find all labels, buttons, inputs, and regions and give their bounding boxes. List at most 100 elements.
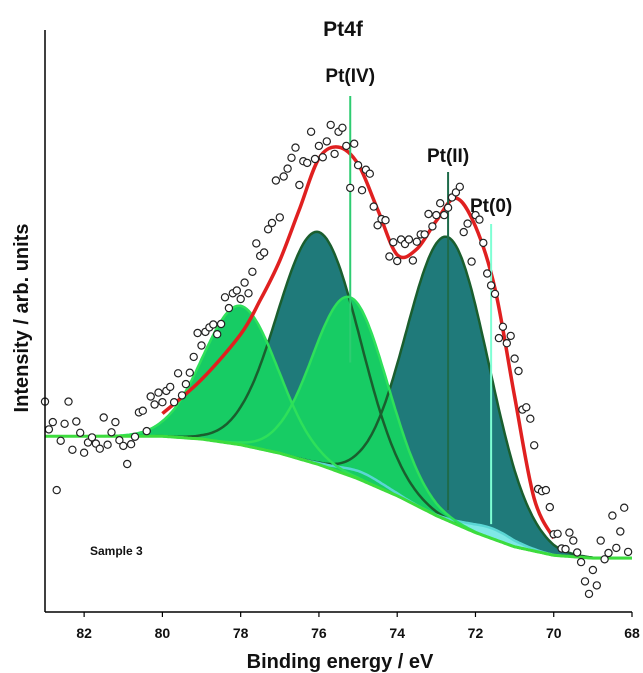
data-point (173, 369, 183, 378)
data-point (346, 183, 355, 193)
data-point (232, 286, 241, 295)
data-point (440, 210, 449, 220)
data-point (314, 141, 324, 151)
data-point (326, 120, 335, 130)
data-point (303, 158, 312, 168)
data-point (310, 154, 320, 164)
data-point (107, 428, 116, 437)
data-point (68, 445, 77, 454)
data-point (357, 185, 367, 195)
data-point (353, 160, 363, 170)
data-point (111, 417, 120, 427)
data-point (177, 391, 187, 400)
data-point (146, 392, 155, 401)
data-point (150, 400, 159, 409)
data-point (165, 382, 175, 392)
data-point (467, 257, 476, 266)
data-point (569, 536, 578, 545)
data-point (44, 425, 54, 434)
data-point (608, 511, 617, 520)
data-point (248, 267, 257, 276)
data-point (408, 256, 418, 265)
x-tick-label-3: 76 (311, 625, 327, 641)
data-point (483, 269, 492, 278)
data-point (424, 209, 433, 219)
data-point (87, 433, 97, 442)
data-point (412, 237, 421, 246)
data-point (510, 354, 519, 363)
data-point (506, 331, 515, 341)
data-point (271, 176, 281, 185)
x-tick-label-7: 68 (624, 625, 640, 641)
data-point (561, 544, 570, 554)
data-point (48, 417, 58, 427)
annotation-label-0: Pt(IV) (325, 66, 375, 87)
x-tick-label-2: 78 (233, 625, 249, 641)
data-point (584, 589, 594, 599)
data-point (588, 565, 598, 575)
data-point (381, 215, 390, 225)
data-point (72, 417, 81, 426)
annotation-label-2: Pt(0) (470, 196, 512, 217)
data-point (209, 320, 218, 329)
data-point (596, 536, 605, 545)
data-point (318, 153, 327, 162)
data-point (580, 577, 590, 586)
data-point (420, 230, 429, 239)
data-point (263, 225, 273, 234)
data-point (322, 137, 331, 146)
data-point (169, 398, 179, 407)
data-point (600, 555, 609, 564)
data-point (115, 436, 124, 445)
x-tick-label-0: 82 (76, 625, 92, 641)
data-point (267, 218, 277, 228)
data-point (103, 440, 112, 449)
data-point (291, 143, 300, 152)
data-point (623, 547, 633, 557)
data-point (189, 352, 198, 362)
data-point (185, 368, 194, 377)
data-point (330, 149, 339, 159)
data-point (576, 557, 586, 567)
x-tick-label-5: 72 (468, 625, 484, 641)
data-point (295, 180, 304, 190)
data-point (404, 235, 414, 244)
x-ticks: 82 80 78 76 74 72 70 68 (76, 612, 640, 641)
data-point (451, 188, 461, 197)
data-point (479, 238, 488, 248)
data-point (224, 303, 234, 313)
data-point (306, 127, 316, 136)
data-point (212, 330, 222, 339)
data-point (130, 432, 140, 441)
data-point (216, 319, 226, 329)
data-point (620, 503, 629, 512)
data-point (565, 528, 574, 537)
data-point (365, 169, 374, 178)
data-point (138, 406, 147, 415)
data-point (279, 172, 288, 181)
data-point (283, 164, 292, 173)
data-point (393, 256, 402, 266)
x-tick-label-1: 80 (155, 625, 171, 641)
data-point (592, 581, 602, 590)
data-point (338, 123, 347, 133)
data-point (122, 459, 132, 469)
data-point (252, 239, 261, 248)
data-point (220, 293, 230, 302)
data-point (475, 215, 484, 224)
sample-label: Sample 3 (90, 544, 143, 558)
data-point (459, 227, 468, 237)
data-point (79, 448, 89, 457)
data-point (490, 289, 500, 299)
data-point (236, 294, 245, 304)
component-fill-5 (45, 305, 632, 559)
data-point (612, 543, 621, 553)
data-point (181, 379, 191, 389)
data-point (486, 281, 496, 290)
data-point (154, 388, 163, 397)
data-point (244, 289, 253, 298)
x-axis-label: Binding energy / eV (247, 651, 434, 673)
data-point (389, 238, 398, 247)
data-point (126, 440, 136, 449)
